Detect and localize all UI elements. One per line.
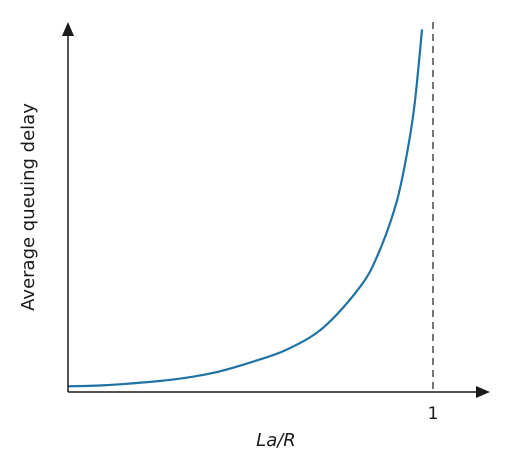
y-axis-arrowhead bbox=[62, 22, 74, 36]
y-axis-label: Average queuing delay bbox=[18, 103, 39, 311]
x-axis-label: La/R bbox=[256, 430, 296, 451]
x-axis-arrowhead bbox=[476, 386, 490, 398]
delay-curve-series-0 bbox=[67, 29, 424, 388]
x-tick-label: 1 bbox=[428, 404, 439, 424]
